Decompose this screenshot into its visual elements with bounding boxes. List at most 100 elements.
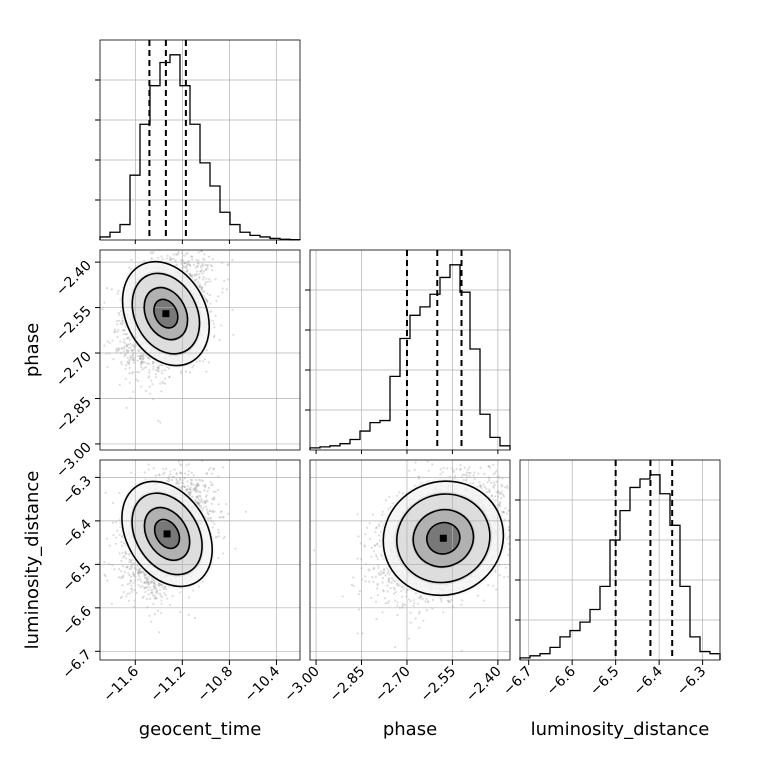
sample-point <box>209 280 212 283</box>
sample-point <box>149 251 152 254</box>
sample-point <box>136 571 139 574</box>
sample-point <box>198 283 201 286</box>
sample-point <box>177 252 180 255</box>
sample-point <box>117 311 120 315</box>
sample-point <box>121 322 124 325</box>
sample-point <box>152 360 155 364</box>
sample-point <box>175 477 178 481</box>
sample-point <box>156 256 160 260</box>
sample-point <box>121 320 124 323</box>
sample-point <box>186 268 189 271</box>
sample-point <box>212 336 215 339</box>
sample-point <box>195 485 198 488</box>
sample-point <box>132 343 135 346</box>
sample-point <box>124 377 127 380</box>
sample-point <box>140 580 143 583</box>
sample-point <box>140 366 143 369</box>
sample-point <box>125 348 128 352</box>
sample-point <box>126 592 129 595</box>
sample-point <box>144 573 147 577</box>
sample-point <box>225 503 228 506</box>
sample-point <box>205 299 209 302</box>
sample-point <box>204 264 207 267</box>
sample-point <box>206 472 209 475</box>
sample-point <box>206 300 209 303</box>
sample-point <box>153 613 156 616</box>
sample-point <box>189 492 192 495</box>
sample-point <box>201 262 204 266</box>
sample-point <box>165 587 168 591</box>
sample-point <box>214 536 217 539</box>
sample-point <box>157 366 160 369</box>
sample-point <box>216 488 220 491</box>
sample-point <box>141 596 144 599</box>
sample-point <box>160 599 163 602</box>
sample-point <box>135 591 138 595</box>
sample-point <box>132 390 135 393</box>
sample-point <box>205 505 208 508</box>
sample-point <box>123 338 126 341</box>
sample-point <box>166 597 169 600</box>
sample-point <box>121 584 124 587</box>
sample-point <box>226 264 229 267</box>
sample-point <box>125 344 129 347</box>
sample-point <box>138 568 141 571</box>
sample-point <box>189 491 192 494</box>
sample-point <box>198 275 201 279</box>
sample-point <box>136 578 139 581</box>
sample-point <box>215 535 218 538</box>
sample-point <box>121 329 125 332</box>
sample-point <box>212 468 215 471</box>
sample-point <box>141 360 144 363</box>
sample-point <box>151 383 154 386</box>
sample-point <box>116 330 119 333</box>
sample-point <box>130 575 133 578</box>
sample-point <box>131 354 134 357</box>
sample-point <box>185 267 188 270</box>
sample-point <box>195 278 198 281</box>
sample-point <box>126 337 129 340</box>
sample-point <box>123 347 126 350</box>
sample-point <box>132 361 135 364</box>
sample-point <box>157 419 160 422</box>
sample-point <box>182 485 185 488</box>
sample-point <box>155 590 158 593</box>
sample-point <box>153 582 156 585</box>
sample-point <box>116 529 119 532</box>
sample-point <box>167 477 170 481</box>
sample-point <box>198 501 201 504</box>
sample-point <box>168 376 171 379</box>
sample-point <box>146 581 149 584</box>
sample-point <box>175 472 178 475</box>
sample-point <box>129 587 133 590</box>
sample-point <box>191 258 194 261</box>
sample-point <box>210 484 213 487</box>
sample-point <box>193 275 196 278</box>
sample-point <box>120 360 123 364</box>
sample-point <box>199 499 203 502</box>
sample-point <box>132 358 135 361</box>
sample-point <box>138 357 142 361</box>
sample-point <box>155 597 158 600</box>
sample-point <box>131 353 135 356</box>
sample-point <box>152 585 156 589</box>
sample-point <box>205 277 208 280</box>
sample-point <box>168 258 171 261</box>
sample-point <box>139 571 142 574</box>
sample-point <box>123 355 126 358</box>
sample-point <box>209 517 212 520</box>
sample-point <box>149 392 152 395</box>
sample-point <box>153 581 156 584</box>
sample-point <box>161 257 164 260</box>
sample-point <box>130 471 133 474</box>
sample-point <box>199 504 202 507</box>
sample-point <box>200 264 203 267</box>
sample-point <box>202 257 205 260</box>
sample-point <box>211 483 214 486</box>
sample-point <box>143 471 146 474</box>
sample-point <box>161 380 164 383</box>
sample-point <box>231 259 234 262</box>
sample-point <box>192 483 195 486</box>
sample-point <box>157 366 160 370</box>
